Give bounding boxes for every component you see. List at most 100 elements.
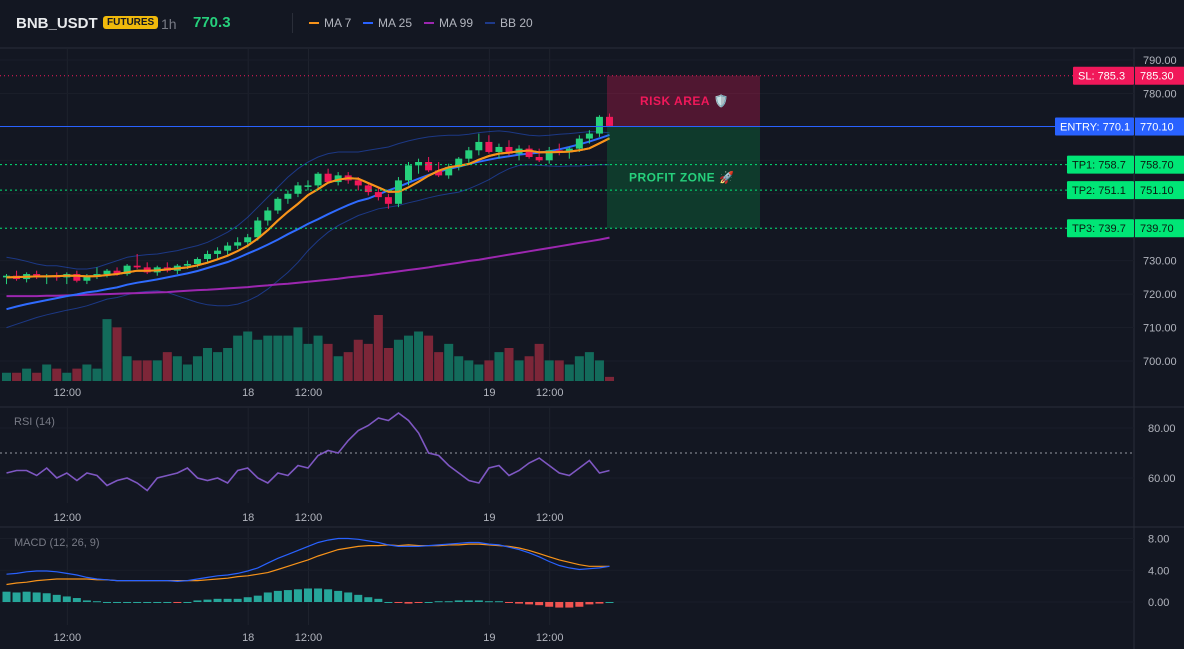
volume-bar: [424, 335, 434, 381]
candle-body: [435, 170, 443, 176]
time-tick-label: 12:00: [54, 632, 82, 644]
candle-body: [606, 116, 613, 126]
volume-bar: [152, 360, 162, 381]
volume-bar: [353, 339, 363, 381]
volume-bar: [172, 356, 182, 381]
macd-histogram-bar: [414, 602, 423, 603]
volume-bar: [102, 319, 112, 381]
volume-bar: [393, 339, 403, 381]
tp1-tag-price: 758.70: [1140, 160, 1174, 172]
macd-histogram-bar: [324, 589, 333, 602]
macd-histogram-bar: [253, 595, 262, 602]
macd-histogram-bar: [374, 598, 383, 602]
candle-body: [264, 210, 272, 221]
volume-bar: [484, 360, 494, 381]
legend-ma99[interactable]: MA 99: [424, 16, 473, 30]
volume-bar: [313, 335, 323, 381]
macd-histogram-bar: [394, 602, 403, 603]
candle-body: [133, 265, 141, 268]
legend-ma7-label: MA 7: [324, 16, 352, 30]
volume-bar: [182, 364, 192, 381]
candle-body: [193, 258, 201, 265]
volume-bar: [243, 331, 253, 381]
volume-bar: [494, 352, 504, 381]
candle-body: [354, 180, 362, 186]
time-axis-macd: 12:00 18 12:00 19 12:00: [54, 632, 564, 644]
candle-body: [73, 274, 81, 281]
tp3-tag-price: 739.70: [1140, 223, 1174, 235]
macd-line: [6, 537, 610, 583]
tp1-tag-price-bg: [1135, 155, 1184, 174]
price-tick-label: 730.00: [1143, 256, 1177, 268]
volume-bar: [2, 372, 11, 381]
candle-body: [284, 193, 292, 199]
macd-histogram-bar: [52, 594, 61, 602]
macd-histogram-bar: [444, 601, 453, 603]
candle-body: [475, 141, 483, 151]
macd-histogram-bar: [263, 592, 272, 602]
volume-bar: [544, 360, 554, 381]
macd-histogram-bar: [223, 598, 232, 602]
macd-histogram-bar: [283, 590, 292, 602]
legend-bb20[interactable]: BB 20: [485, 16, 533, 30]
sl-tag-label: SL: 785.3: [1078, 71, 1125, 83]
volume-bar: [454, 356, 464, 381]
risk-area-label: RISK AREA 🛡️: [640, 94, 729, 108]
volume-bar: [363, 343, 373, 381]
rsi-line: [6, 412, 610, 492]
bb-lower-line: [6, 164, 610, 329]
macd-histogram-bar: [474, 600, 483, 602]
macd-histogram-bar: [585, 602, 594, 605]
time-tick-label: 12:00: [536, 512, 564, 524]
time-tick-label: 12:00: [295, 387, 323, 399]
rsi-tick-label: 60.00: [1148, 473, 1176, 485]
volume-bar: [62, 372, 72, 381]
macd-histogram-bar: [103, 602, 111, 603]
macd-histogram-bar: [213, 598, 222, 602]
level-lines: [0, 75, 1134, 229]
trade-zones: RISK AREA 🛡️ PROFIT ZONE 🚀: [607, 75, 760, 229]
candle-body: [254, 220, 262, 238]
tp2-tag-price-bg: [1135, 181, 1184, 200]
candle-body: [465, 150, 473, 159]
legend-ma7[interactable]: MA 7: [309, 16, 351, 30]
macd-histogram-bar: [143, 602, 152, 603]
volume-bar: [343, 352, 353, 381]
volume-bar: [263, 335, 273, 381]
candle-body: [455, 158, 463, 168]
macd-histogram-bar: [32, 592, 41, 602]
macd-histogram-bar: [82, 600, 91, 602]
volume-bar: [333, 356, 343, 381]
candle-body: [234, 242, 242, 246]
volume-bar: [383, 348, 393, 381]
candle-body: [364, 185, 372, 193]
volume-bars: [2, 315, 614, 381]
sl-tag: SL: 785.3 785.30: [1073, 66, 1184, 85]
macd-histogram-bar: [344, 592, 353, 602]
candle-body: [214, 250, 222, 254]
candle-body: [123, 265, 131, 275]
ma99-line: [6, 236, 610, 298]
legend-ma99-label: MA 99: [439, 16, 474, 30]
candle-body: [595, 116, 603, 134]
candle-body: [83, 275, 91, 281]
volume-bar: [132, 360, 142, 381]
ma7-swatch: [309, 22, 319, 24]
legend-ma25[interactable]: MA 25: [363, 16, 412, 30]
macd-histogram-bar: [22, 591, 31, 602]
volume-bar: [162, 352, 172, 381]
candle-body: [294, 185, 302, 194]
volume-bar: [42, 364, 52, 381]
price-tick-label: 720.00: [1143, 289, 1177, 301]
candle-body: [384, 197, 392, 204]
macd-histogram-bar: [595, 602, 604, 604]
symbol-name[interactable]: BNB_USDT: [16, 15, 98, 32]
volume-bar: [142, 360, 152, 381]
legend-ma25-label: MA 25: [378, 16, 413, 30]
candle-body: [204, 253, 211, 259]
macd-histogram-bar: [565, 602, 574, 608]
timeframe-label[interactable]: 1h: [161, 16, 177, 32]
profit-zone-label: PROFIT ZONE 🚀: [629, 170, 734, 184]
volume-bar: [404, 335, 413, 381]
